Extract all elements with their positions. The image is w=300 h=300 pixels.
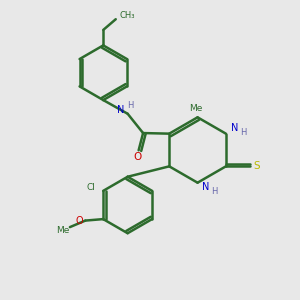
Text: O: O: [133, 152, 141, 162]
Text: H: H: [240, 128, 246, 137]
Text: N: N: [116, 105, 124, 115]
Text: H: H: [128, 101, 134, 110]
Text: N: N: [202, 182, 210, 192]
Text: H: H: [211, 187, 217, 196]
Text: CH₃: CH₃: [119, 11, 135, 20]
Text: Cl: Cl: [86, 183, 95, 192]
Text: Me: Me: [189, 104, 203, 113]
Text: S: S: [254, 161, 260, 171]
Text: N: N: [230, 123, 238, 133]
Text: Me: Me: [56, 226, 69, 235]
Text: O: O: [76, 216, 83, 226]
